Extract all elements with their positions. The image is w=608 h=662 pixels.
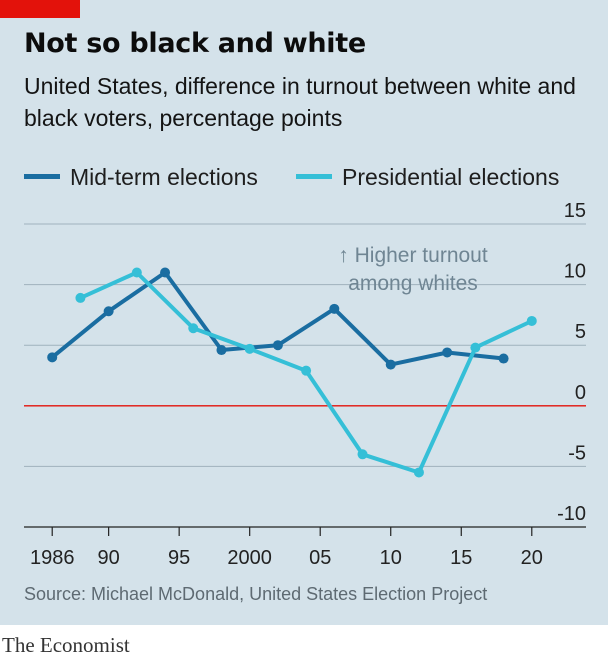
data-point-1 bbox=[413, 467, 424, 478]
legend-label-midterm: Mid-term elections bbox=[70, 164, 258, 190]
y-tick-label: 15 bbox=[564, 200, 586, 222]
y-tick-label: -10 bbox=[557, 503, 586, 525]
annotation-label: ↑ Higher turnout bbox=[338, 244, 488, 267]
y-tick-label: -5 bbox=[568, 442, 586, 464]
data-point-0 bbox=[103, 306, 114, 317]
data-point-0 bbox=[329, 303, 340, 314]
brand-red-tag bbox=[0, 0, 80, 18]
economist-logo: The Economist bbox=[2, 633, 130, 657]
data-point-0 bbox=[272, 340, 283, 351]
legend-swatch-presidential bbox=[296, 174, 332, 180]
x-tick-label: 15 bbox=[450, 547, 472, 569]
y-tick-label: 0 bbox=[575, 382, 586, 404]
line-chart: 15 10 5 0 -5 -10 1986 90 95 2000 05 10 15 20 ↑ Higher … bbox=[24, 200, 586, 569]
legend-item-presidential: Presidential elections bbox=[296, 162, 559, 192]
data-point-1 bbox=[470, 342, 481, 353]
data-point-1 bbox=[244, 343, 255, 354]
x-tick-label: 1986 bbox=[30, 547, 75, 569]
source-note: Source: Michael McDonald, United States … bbox=[24, 584, 488, 604]
x-tick-label: 2000 bbox=[227, 547, 272, 569]
data-point-0 bbox=[442, 347, 453, 358]
annotation-label: among whites bbox=[348, 272, 478, 295]
x-tick-label: 10 bbox=[380, 547, 402, 569]
chart-subtitle: United States, difference in turnout bet… bbox=[24, 73, 576, 131]
data-point-1 bbox=[301, 365, 312, 376]
data-point-0 bbox=[160, 267, 171, 278]
chart-panel bbox=[0, 0, 608, 625]
data-point-1 bbox=[526, 315, 537, 326]
x-tick-label: 05 bbox=[309, 547, 331, 569]
y-tick-label: 10 bbox=[564, 261, 586, 283]
legend-item-midterm: Mid-term elections bbox=[24, 162, 258, 192]
legend-label-presidential: Presidential elections bbox=[342, 164, 560, 190]
data-point-0 bbox=[216, 345, 227, 356]
data-point-1 bbox=[188, 323, 199, 334]
chart-title: Not so black and white bbox=[24, 28, 366, 59]
x-tick-label: 20 bbox=[521, 547, 543, 569]
x-tick-label: 90 bbox=[98, 547, 120, 569]
data-point-0 bbox=[47, 352, 58, 363]
data-point-1 bbox=[131, 267, 142, 278]
data-point-0 bbox=[498, 353, 509, 364]
data-point-1 bbox=[357, 449, 368, 460]
x-tick-label: 95 bbox=[168, 547, 190, 569]
data-point-1 bbox=[75, 292, 86, 303]
y-tick-label: 5 bbox=[575, 321, 586, 343]
legend-swatch-midterm bbox=[24, 174, 60, 180]
data-point-0 bbox=[385, 359, 396, 370]
